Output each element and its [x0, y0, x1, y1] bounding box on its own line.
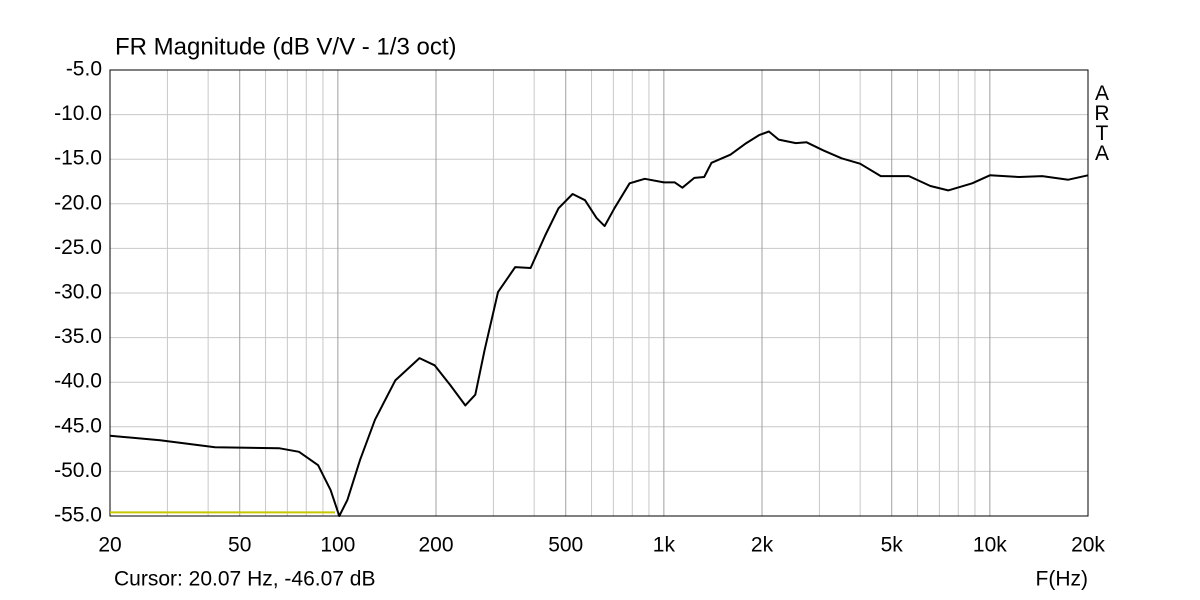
- y-tick-label: -20.0: [54, 191, 102, 214]
- y-tick-label: -30.0: [54, 281, 102, 304]
- x-tick-label: 20: [98, 534, 121, 557]
- watermark: ARTA: [1090, 82, 1113, 162]
- x-tick-label: 5k: [881, 534, 904, 557]
- x-tick-label: 1k: [653, 534, 676, 557]
- x-tick-label: 100: [320, 534, 355, 557]
- y-tick-label: -15.0: [54, 147, 102, 170]
- x-axis-label: F(Hz): [1036, 568, 1088, 591]
- x-tick-label: 2k: [751, 534, 774, 557]
- y-tick-label: -55.0: [54, 504, 102, 527]
- chart-title: FR Magnitude (dB V/V - 1/3 oct): [115, 33, 456, 60]
- y-tick-label: -35.0: [54, 325, 102, 348]
- y-tick-label: -10.0: [54, 102, 102, 125]
- x-tick-label: 50: [228, 534, 251, 557]
- x-tick-label: 500: [548, 534, 583, 557]
- y-tick-label: -25.0: [54, 236, 102, 259]
- y-tick-label: -5.0: [66, 58, 102, 81]
- response-curve: [109, 130, 1089, 517]
- x-tick-label: 20k: [1071, 534, 1105, 557]
- x-tick-label: 10k: [973, 534, 1007, 557]
- y-tick-label: -45.0: [54, 414, 102, 437]
- y-tick-label: -50.0: [54, 459, 102, 482]
- y-tick-label: -40.0: [54, 370, 102, 393]
- x-tick-label: 200: [418, 534, 453, 557]
- plot-frame: [109, 69, 1089, 517]
- cursor-readout: Cursor: 20.07 Hz, -46.07 dB: [114, 568, 375, 591]
